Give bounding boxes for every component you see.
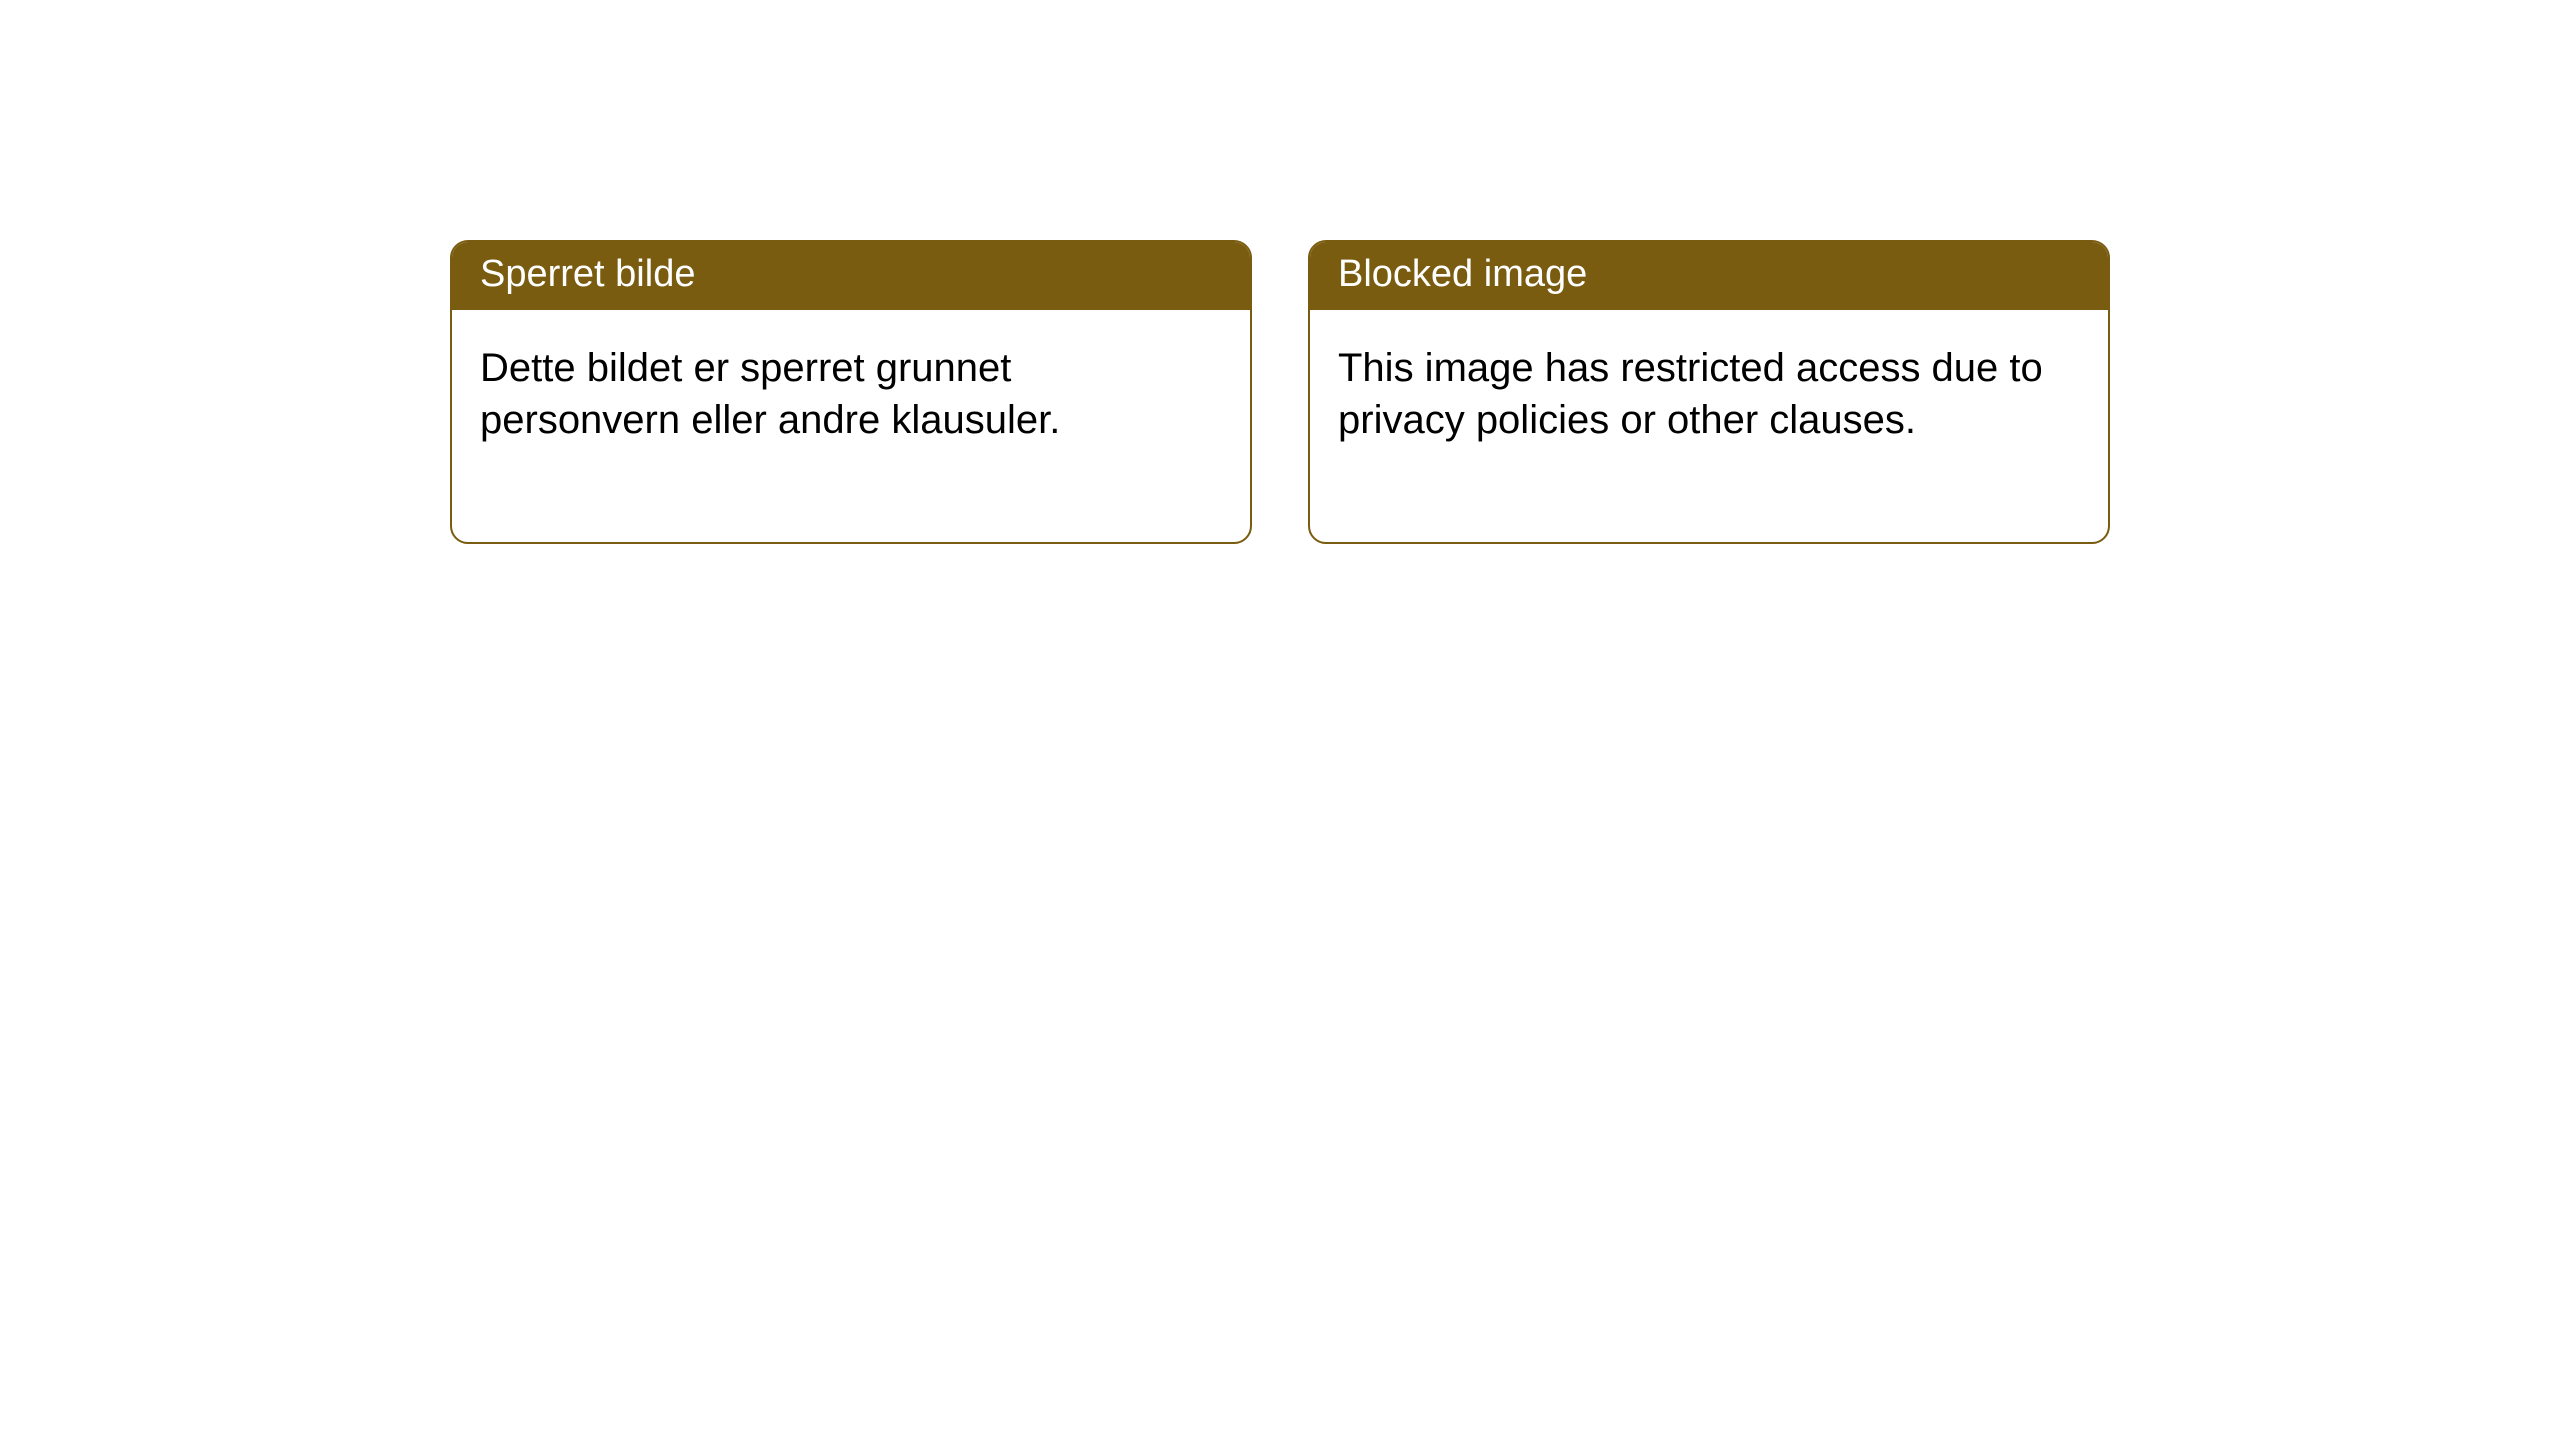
notice-body-text: This image has restricted access due to … bbox=[1310, 310, 2108, 542]
notice-title: Sperret bilde bbox=[452, 242, 1250, 310]
notice-card-norwegian: Sperret bilde Dette bildet er sperret gr… bbox=[450, 240, 1252, 544]
notice-title: Blocked image bbox=[1310, 242, 2108, 310]
notice-card-english: Blocked image This image has restricted … bbox=[1308, 240, 2110, 544]
blocked-image-notices: Sperret bilde Dette bildet er sperret gr… bbox=[450, 240, 2110, 544]
notice-body-text: Dette bildet er sperret grunnet personve… bbox=[452, 310, 1250, 542]
